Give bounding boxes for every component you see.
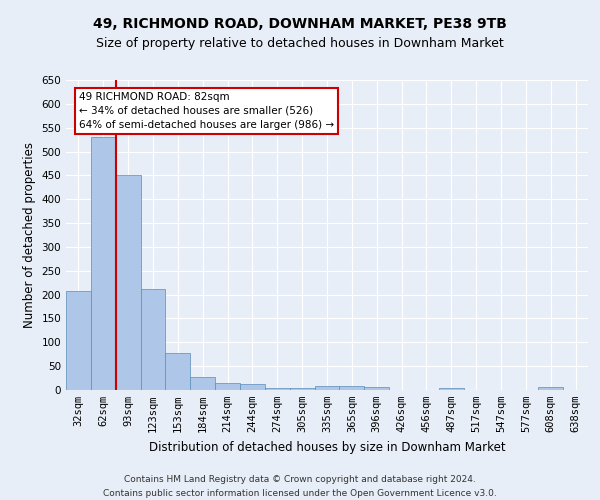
Bar (91, 137, 116, 390)
Text: 49, RICHMOND ROAD, DOWNHAM MARKET, PE38 9TB: 49, RICHMOND ROAD, DOWNHAM MARKET, PE38 … (93, 18, 507, 32)
Bar (439, 388, 464, 390)
Bar (215, 383, 240, 390)
Text: Contains HM Land Registry data © Crown copyright and database right 2024.
Contai: Contains HM Land Registry data © Crown c… (103, 476, 497, 498)
Bar (140, 289, 166, 390)
X-axis label: Distribution of detached houses by size in Downham Market: Distribution of detached houses by size … (149, 440, 505, 454)
Bar (166, 353, 190, 390)
Bar (240, 384, 265, 390)
Bar (66, 291, 91, 390)
Bar (116, 176, 140, 390)
Bar (290, 388, 314, 390)
Bar (265, 388, 290, 390)
Text: 49 RICHMOND ROAD: 82sqm
← 34% of detached houses are smaller (526)
64% of semi-d: 49 RICHMOND ROAD: 82sqm ← 34% of detache… (79, 92, 334, 130)
Bar (314, 386, 340, 390)
Bar (364, 387, 389, 390)
Bar (340, 386, 364, 390)
Text: Size of property relative to detached houses in Downham Market: Size of property relative to detached ho… (96, 38, 504, 51)
Bar (538, 387, 563, 390)
Y-axis label: Number of detached properties: Number of detached properties (23, 142, 36, 328)
Bar (190, 377, 215, 390)
